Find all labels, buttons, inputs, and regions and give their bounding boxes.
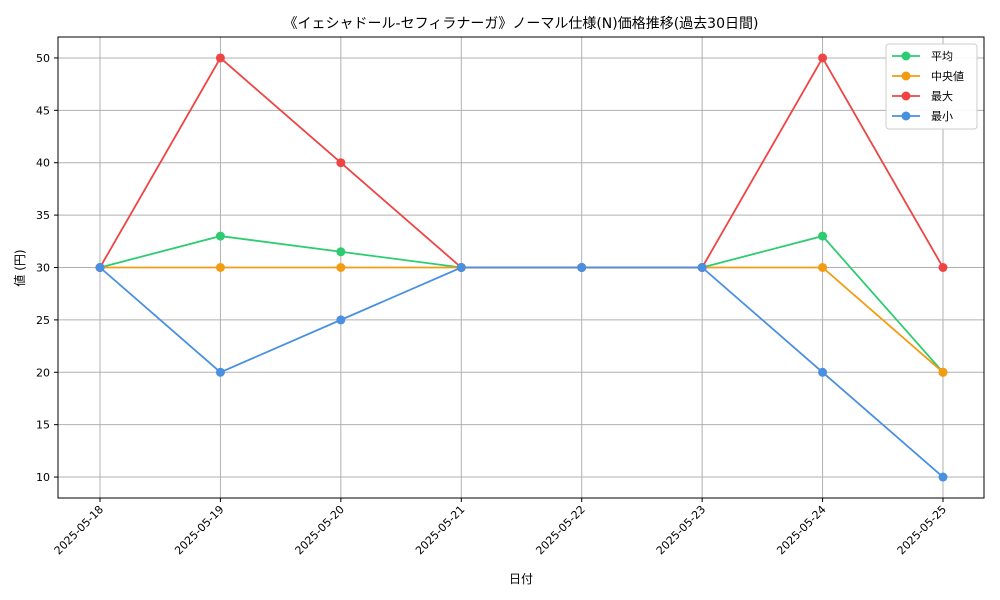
x-tick-label: 2025-05-19 (172, 503, 226, 557)
data-point (456, 263, 466, 272)
y-tick-label: 20 (36, 366, 50, 379)
y-tick-label: 25 (36, 314, 50, 327)
series-3 (95, 263, 948, 482)
data-point (818, 367, 828, 377)
data-point (938, 367, 948, 377)
y-tick-label: 35 (36, 209, 50, 222)
y-tick-label: 50 (36, 52, 50, 65)
data-point (215, 53, 225, 63)
y-tick-label: 15 (36, 419, 50, 432)
x-tick-label: 2025-05-25 (895, 503, 949, 557)
data-point (577, 263, 587, 272)
data-point (818, 263, 828, 272)
legend-marker (901, 71, 911, 81)
legend-label: 最大 (931, 89, 953, 103)
y-tick-label: 40 (36, 157, 50, 170)
axis-ticks: 10 15 20 25 30 35 40 45 50 2025-05-18 2025-05-19 20… (36, 52, 949, 557)
y-tick-label: 10 (36, 471, 50, 484)
data-point (215, 367, 225, 377)
legend-label: 中央値 (931, 70, 964, 83)
x-tick-label: 2025-05-23 (654, 503, 708, 557)
data-point (215, 263, 225, 272)
data-point (938, 263, 948, 272)
legend-label: 平均 (931, 50, 953, 63)
data-point (336, 263, 346, 272)
legend-marker (901, 91, 911, 101)
data-point (938, 472, 948, 482)
x-tick-label: 2025-05-18 (52, 503, 106, 557)
series-0 (95, 231, 948, 377)
x-tick-label: 2025-05-21 (413, 503, 467, 557)
series-line (99, 235, 944, 373)
y-tick-label: 45 (36, 104, 50, 117)
legend-marker (901, 111, 911, 121)
legend-marker (901, 51, 911, 61)
data-point (215, 231, 225, 241)
legend-box (885, 43, 978, 130)
data-point (697, 263, 707, 272)
x-tick-label: 2025-05-20 (293, 503, 347, 557)
data-point (336, 158, 346, 168)
x-tick-label: 2025-05-24 (774, 503, 828, 557)
series-line (99, 266, 944, 478)
x-tick-label: 2025-05-22 (533, 503, 587, 557)
data-point (336, 247, 346, 257)
series-group (95, 53, 948, 482)
chart-title: 《イェシャドール-セフィラナーガ》ノーマル仕様(N)価格推移(過去30日間) (284, 16, 759, 32)
data-point (818, 53, 828, 63)
data-point (336, 315, 346, 325)
y-axis-label: 値 (円) (12, 249, 27, 286)
data-point (818, 231, 828, 241)
y-tick-label: 30 (36, 262, 50, 275)
legend-label: 最小 (931, 110, 953, 123)
data-point (95, 263, 105, 272)
x-axis-label: 日付 (509, 572, 533, 586)
